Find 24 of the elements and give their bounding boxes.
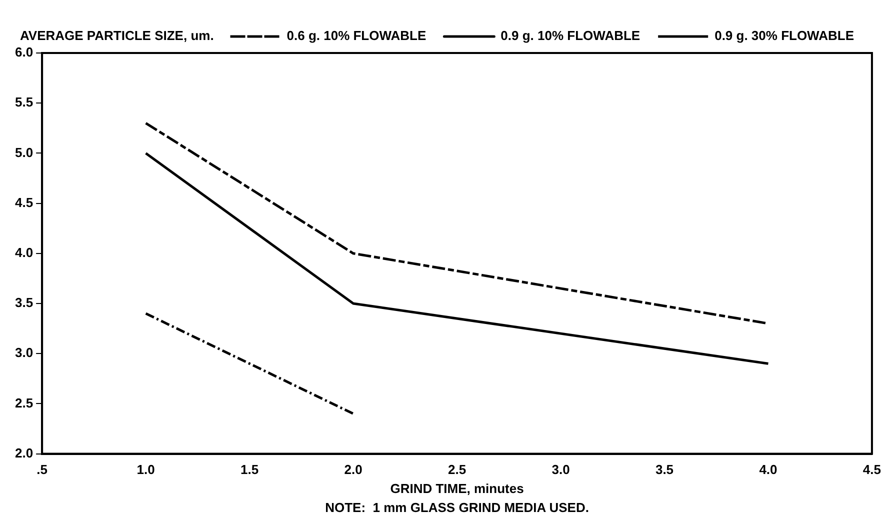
legend-label: 0.6 g. 10% FLOWABLE <box>286 28 426 44</box>
x-tick-label: 4.5 <box>862 462 882 478</box>
y-tick-label: 6.0 <box>14 44 34 60</box>
y-tick-label: 4.0 <box>14 244 34 260</box>
x-tick-label: 3.5 <box>655 462 674 478</box>
y-tick-label: 5.0 <box>14 144 34 160</box>
x-tick-label: 2.5 <box>448 462 466 478</box>
x-tick-label: 4.0 <box>759 462 778 478</box>
x-tick-label: 3.0 <box>552 462 570 478</box>
y-tick-label: 3.5 <box>14 295 34 310</box>
y-tick-label: 5.5 <box>14 94 34 110</box>
y-tick-label: 2.0 <box>14 445 34 460</box>
legend-label: 0.9 g. 30% FLOWABLE <box>714 28 854 44</box>
y-tick-label: 4.5 <box>14 194 34 210</box>
x-tick-label: 1.0 <box>136 462 155 478</box>
y-axis-title: AVERAGE PARTICLE SIZE, um. <box>20 28 214 44</box>
text: NOTE: 1 mm GLASS GRIND MEDIA USED. <box>325 500 589 516</box>
x-tick-label: 2.0 <box>344 462 362 478</box>
x-tick-label: .5 <box>36 462 48 478</box>
legend-label: 0.9 g. 10% FLOWABLE <box>500 28 640 44</box>
y-tick-label: 2.5 <box>14 395 34 410</box>
x-axis-title: GRIND TIME, minutes <box>390 480 524 496</box>
x-tick-label: 1.5 <box>240 462 259 478</box>
y-tick-label: 3.0 <box>14 345 34 360</box>
